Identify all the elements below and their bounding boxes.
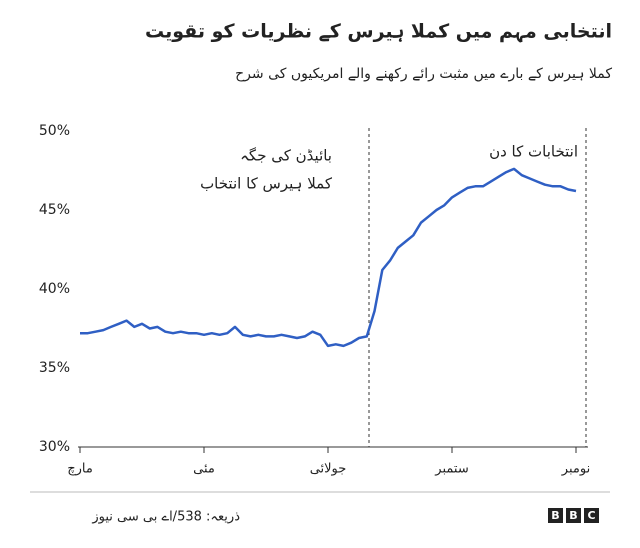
data-line — [80, 167, 577, 348]
x-tick-label: مارچ — [67, 462, 93, 477]
logo-box — [548, 508, 563, 523]
logo: B B C — [548, 508, 599, 523]
x-tick-label: ستمبر — [434, 462, 468, 477]
y-tick-label: 40% — [39, 281, 70, 297]
x-tick-label: مئی — [193, 462, 215, 477]
logo-letter: B — [569, 509, 577, 522]
y-tick-label: 50% — [39, 123, 70, 139]
annotation: انتخابات کا دن — [489, 143, 578, 161]
chart-subtitle: کملا ہیرس کے بارے میں مثبت رائے رکھنے وا… — [235, 66, 612, 82]
logo-box — [566, 508, 581, 523]
logo-letter: C — [587, 509, 595, 522]
x-tick-label: جولائی — [310, 462, 347, 477]
y-tick-label: 35% — [39, 360, 70, 376]
logo-box — [584, 508, 599, 523]
source: ذریعہ: 538/اے بی سی نیوز — [91, 510, 240, 525]
y-tick-label: 45% — [39, 202, 70, 218]
annotation: بائیڈن کی جگہ — [240, 147, 332, 165]
annotation: کملا ہیرس کا انتخاب — [200, 175, 333, 193]
x-tick-label: نومبر — [561, 462, 590, 477]
chart-title: انتخابی مہم میں کملا ہیرس کے نظریات کو ت… — [145, 21, 612, 43]
y-tick-label: 30% — [39, 439, 70, 455]
logo-letter: B — [551, 509, 559, 522]
